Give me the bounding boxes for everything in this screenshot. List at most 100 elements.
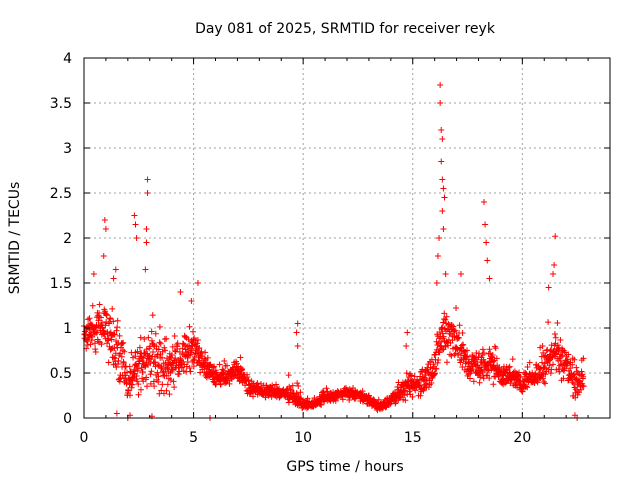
data-point [537,365,544,372]
data-point [477,374,484,381]
data-point [167,377,174,384]
data-point [144,176,151,183]
data-point [339,396,346,403]
data-point [403,343,410,349]
data-point [114,324,121,331]
data-point [183,363,190,370]
data-point [434,253,441,259]
data-point [97,314,104,321]
data-point [480,349,487,356]
data-point [409,393,416,400]
data-point [565,351,572,358]
data-point [133,372,140,379]
x-axis-label: GPS time / hours [286,459,403,475]
data-point [138,364,145,371]
data-point [117,350,124,357]
data-point [154,369,161,376]
data-point [529,369,536,376]
data-point [547,370,554,377]
data-point [155,378,162,385]
data-point [148,368,155,375]
data-point [571,356,578,363]
data-point [158,363,165,370]
data-point [172,348,179,355]
data-point [118,353,125,360]
data-point [505,364,512,371]
data-point [351,395,358,402]
data-point [186,365,193,372]
data-point [186,323,193,330]
data-point [406,388,413,395]
data-point [509,356,516,363]
data-point [111,331,118,338]
data-point [447,351,454,358]
data-point [115,357,122,364]
data-point [237,354,244,361]
data-point [435,357,442,364]
data-point [293,329,300,336]
data-point [456,322,463,329]
data-point [254,380,261,387]
data-point [102,308,109,315]
data-point [359,388,366,395]
data-point [441,310,448,317]
data-point [289,382,296,389]
data-point [557,336,564,343]
data-point [219,366,226,373]
data-point [375,396,382,403]
data-point [98,341,105,348]
data-point [163,372,170,379]
data-point [573,364,580,371]
data-point [567,365,574,372]
data-point [112,266,119,273]
data-point [491,343,498,350]
y-tick-label: 0 [63,411,72,427]
data-point [470,378,477,385]
data-point [455,352,462,359]
data-point [144,383,151,390]
data-point [463,347,470,354]
data-point [482,221,489,228]
data-point [135,391,142,398]
data-point [164,381,171,388]
chart-title: Day 081 of 2025, SRMTID for receiver rey… [195,21,496,37]
data-point [541,360,548,367]
x-tick-label: 15 [404,430,422,446]
data-point [141,335,148,342]
data-point [522,370,529,377]
data-point [143,239,150,246]
data-point [244,374,251,381]
data-point [250,393,257,400]
data-point [457,350,464,357]
data-point [493,355,500,362]
data-point [318,401,325,408]
data-point [170,378,177,385]
data-point [551,331,558,338]
data-point [475,353,482,360]
data-point [560,375,567,382]
data-point [556,362,563,369]
data-point [167,370,174,377]
data-point [96,301,103,308]
y-tick-label: 3 [63,141,72,157]
data-point [190,363,197,370]
data-point [539,375,546,382]
data-point [190,357,197,364]
data-point [202,349,209,356]
data-point [107,315,114,322]
data-point [114,361,121,368]
data-point [439,346,446,353]
data-point [133,235,140,241]
data-point [467,375,474,382]
data-point [120,359,127,366]
data-point [437,100,444,106]
data-point [440,226,447,232]
data-point [109,305,116,312]
data-point [486,346,493,353]
data-point [570,380,577,387]
data-point [425,384,432,391]
data-point [196,345,203,352]
data-point [149,312,156,319]
data-point [154,352,161,359]
